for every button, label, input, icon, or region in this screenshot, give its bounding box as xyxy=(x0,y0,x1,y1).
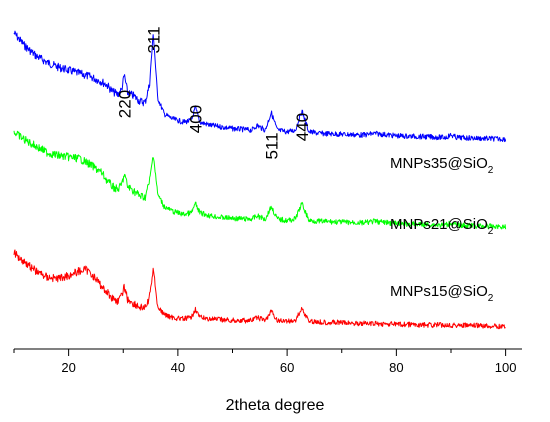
peak-labels: 220 311 400 511 440 xyxy=(115,26,312,159)
peak-label-400: 400 xyxy=(186,105,205,133)
series-line-2 xyxy=(13,130,507,230)
series-line-3 xyxy=(13,249,506,330)
series-label-3: MNPs15@SiO2 xyxy=(390,283,494,304)
series-label-1: MNPs35@SiO2 xyxy=(390,155,494,176)
x-tick-label: 40 xyxy=(171,360,185,375)
x-tick-label: 80 xyxy=(389,360,403,375)
x-tick-label: 100 xyxy=(495,360,517,375)
x-tick-label: 20 xyxy=(61,360,75,375)
series-line-1 xyxy=(13,30,507,143)
series-layer xyxy=(13,30,507,330)
peak-label-440: 440 xyxy=(293,113,312,141)
x-axis: 20 40 60 80 100 xyxy=(13,348,522,375)
series-label-2: MNPs21@SiO2 xyxy=(390,216,494,237)
series-labels: MNPs35@SiO2 MNPs21@SiO2 MNPs15@SiO2 xyxy=(390,155,494,304)
peak-label-220: 220 xyxy=(115,90,134,118)
x-axis-title: 2theta degree xyxy=(226,397,325,414)
x-tick-label: 60 xyxy=(280,360,294,375)
peak-label-311: 311 xyxy=(144,26,163,53)
peak-label-511: 511 xyxy=(262,132,281,159)
